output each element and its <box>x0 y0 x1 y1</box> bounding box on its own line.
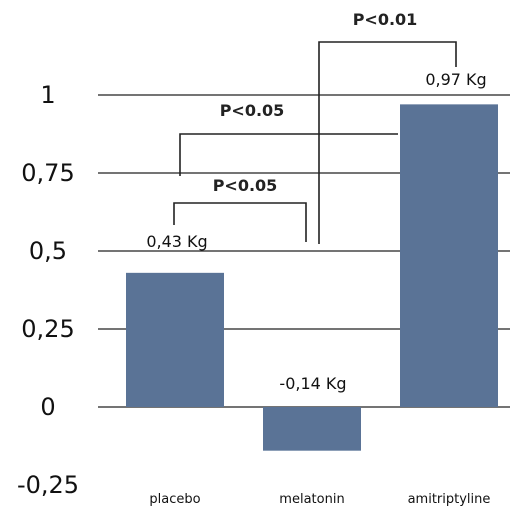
data-label: 0,97 Kg <box>425 70 486 89</box>
y-tick-label: 0 <box>40 393 55 421</box>
significance-label: P<0.01 <box>353 10 418 29</box>
x-tick-label: melatonin <box>279 492 344 507</box>
y-tick-label: 0,5 <box>29 237 67 265</box>
significance-label: P<0.05 <box>213 176 278 195</box>
x-tick-label: amitriptyline <box>408 492 491 507</box>
y-tick-label: -0,25 <box>17 471 79 499</box>
significance-bracket <box>180 134 398 176</box>
bar <box>400 104 498 407</box>
significance-label: P<0.05 <box>220 101 285 120</box>
data-label: 0,43 Kg <box>146 232 207 251</box>
bar <box>263 407 361 451</box>
x-tick-label: placebo <box>149 492 200 507</box>
bar <box>126 273 224 407</box>
y-tick-label: 1 <box>40 81 55 109</box>
y-tick-label: 0,75 <box>21 159 74 187</box>
data-label: -0,14 Kg <box>279 374 346 393</box>
y-tick-label: 0,25 <box>21 315 74 343</box>
